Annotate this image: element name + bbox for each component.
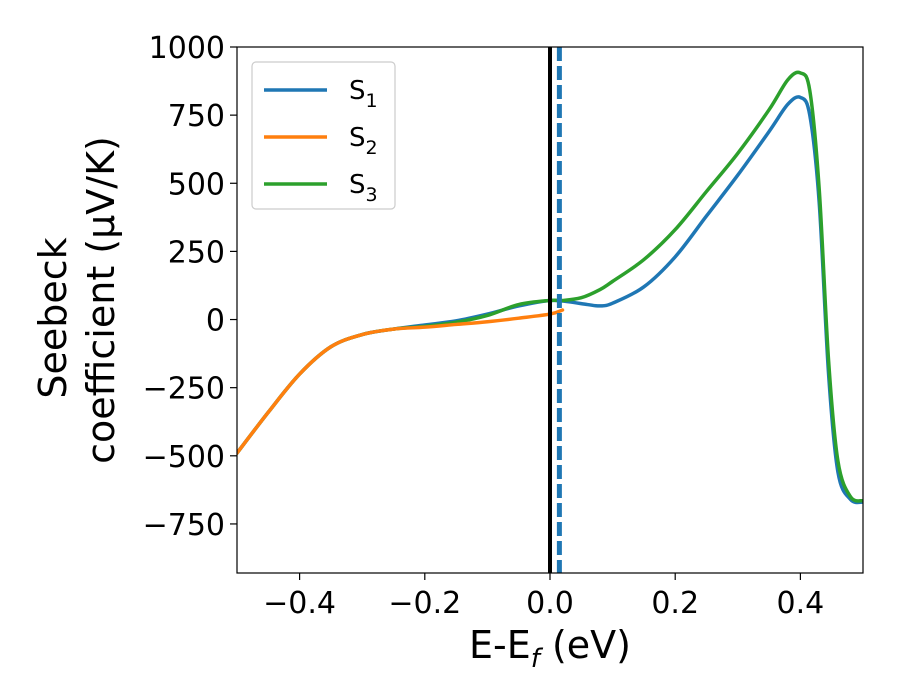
series-line-s2 (237, 308, 565, 455)
y-tick-label: 500 (168, 167, 225, 202)
x-tick-label: 0.0 (526, 586, 574, 621)
legend-label-s1: S1 (349, 76, 378, 112)
marks-layer (237, 47, 863, 573)
x-tick-label: 0.2 (651, 586, 699, 621)
y-tick-label: 750 (168, 99, 225, 134)
y-tick-label: −750 (143, 508, 225, 543)
y-axis-title-line1: Seebeck (31, 237, 75, 398)
legend: S1 S2 S3 (251, 61, 396, 210)
y-tick-label: 250 (168, 235, 225, 270)
y-tick-label: 1000 (149, 31, 225, 66)
legend-label-s2: S2 (349, 123, 378, 159)
legend-label-s3: S3 (349, 170, 378, 206)
x-tick-label: 0.4 (777, 586, 825, 621)
y-tick-label: −500 (143, 440, 225, 475)
y-tick-label: 0 (206, 304, 225, 339)
labels-layer: E-Ef (eV) Seebeck coefficient (μV/K) (31, 136, 631, 674)
x-tick-label: −0.4 (263, 586, 336, 621)
x-tick-label: −0.2 (388, 586, 461, 621)
y-axis-title-line2: coefficient (μV/K) (79, 136, 123, 464)
y-tick-label: −250 (143, 372, 225, 407)
x-axis-title: E-Ef (eV) (469, 623, 631, 674)
axes-layer: −0.4 −0.2 0.0 0.2 0.4 −750 −500 −250 0 250 500 750 1… (143, 31, 864, 621)
